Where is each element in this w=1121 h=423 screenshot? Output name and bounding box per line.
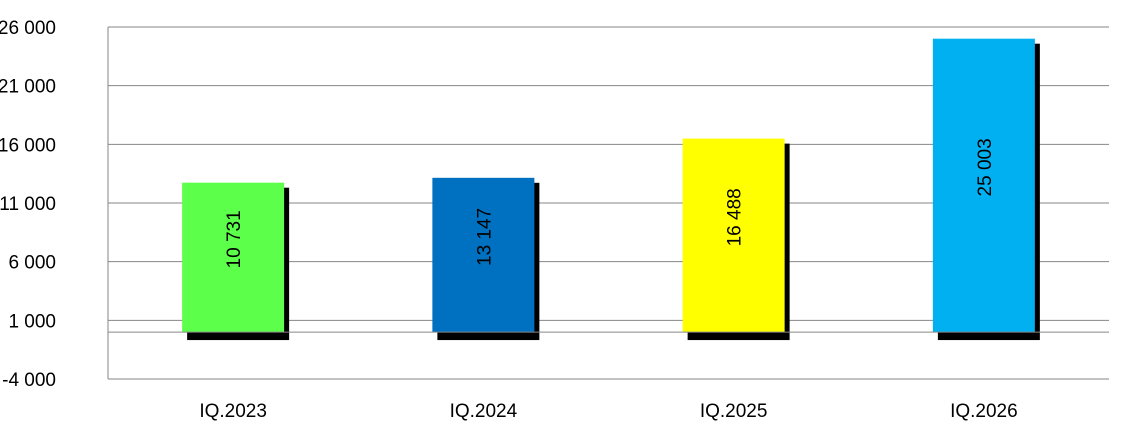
y-tick-label: 11 000 [0, 194, 56, 215]
x-tick-label: IQ.2024 [450, 401, 518, 422]
bar-data-label: 25 003 [975, 138, 996, 196]
bar [682, 138, 785, 333]
x-axis: IQ.2023 IQ.2024 IQ.2025 IQ.2026 [199, 401, 1017, 422]
y-tick-label: -4 000 [2, 370, 56, 391]
bar [932, 38, 1035, 333]
y-tick-label: 6 000 [8, 253, 56, 274]
x-tick-label: IQ.2025 [700, 401, 768, 422]
x-tick-label: IQ.2026 [950, 401, 1018, 422]
bar-data-label: 10 731 [224, 210, 245, 268]
y-tick-label: 16 000 [0, 135, 56, 156]
bars [182, 38, 1035, 333]
bar-data-label: 13 147 [474, 208, 495, 266]
y-tick-label: 21 000 [0, 77, 56, 98]
y-axis: -4 000 1 000 6 000 11 000 16 000 21 000 26 000 [0, 18, 56, 391]
y-tick-label: 26 000 [0, 18, 56, 39]
data-labels: 10 731 13 147 16 488 25 003 [224, 138, 996, 268]
y-tick-label: 1 000 [8, 311, 56, 332]
x-tick-label: IQ.2023 [199, 401, 267, 422]
bar [182, 182, 285, 333]
bar-data-label: 16 488 [725, 188, 746, 246]
bar [432, 177, 535, 333]
bar-shadows [187, 43, 1040, 341]
